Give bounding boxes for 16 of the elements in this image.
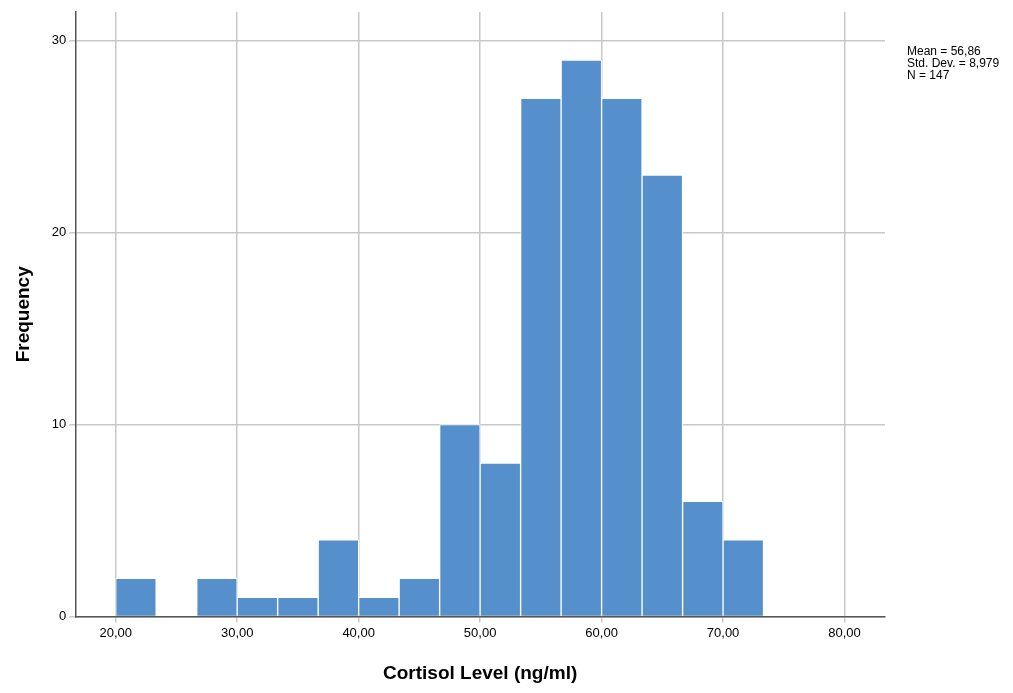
y-tick-label: 20 [51, 224, 67, 240]
text: Mean = 56,86 [907, 44, 982, 59]
y-tick-label: 30 [51, 32, 67, 48]
text: Std. Dev. = 8,979 [907, 56, 1000, 71]
x-tick-label: 30,00 [220, 624, 254, 640]
x-tick-label: 80,00 [828, 624, 861, 640]
text: N = 147 [907, 68, 950, 83]
y-axis-title: Frequency [11, 265, 33, 363]
x-tick-label: 20,00 [99, 624, 132, 640]
x-tick-label: 50,00 [463, 624, 497, 640]
y-tick-label: 0 [59, 608, 67, 624]
x-axis-title: Cortisol Level (ng/ml) [383, 661, 578, 683]
x-tick-label: 60,00 [585, 624, 618, 640]
x-tick-label: 70,00 [706, 624, 740, 640]
y-tick-label: 10 [51, 416, 67, 432]
x-tick-label: 40,00 [342, 624, 375, 640]
